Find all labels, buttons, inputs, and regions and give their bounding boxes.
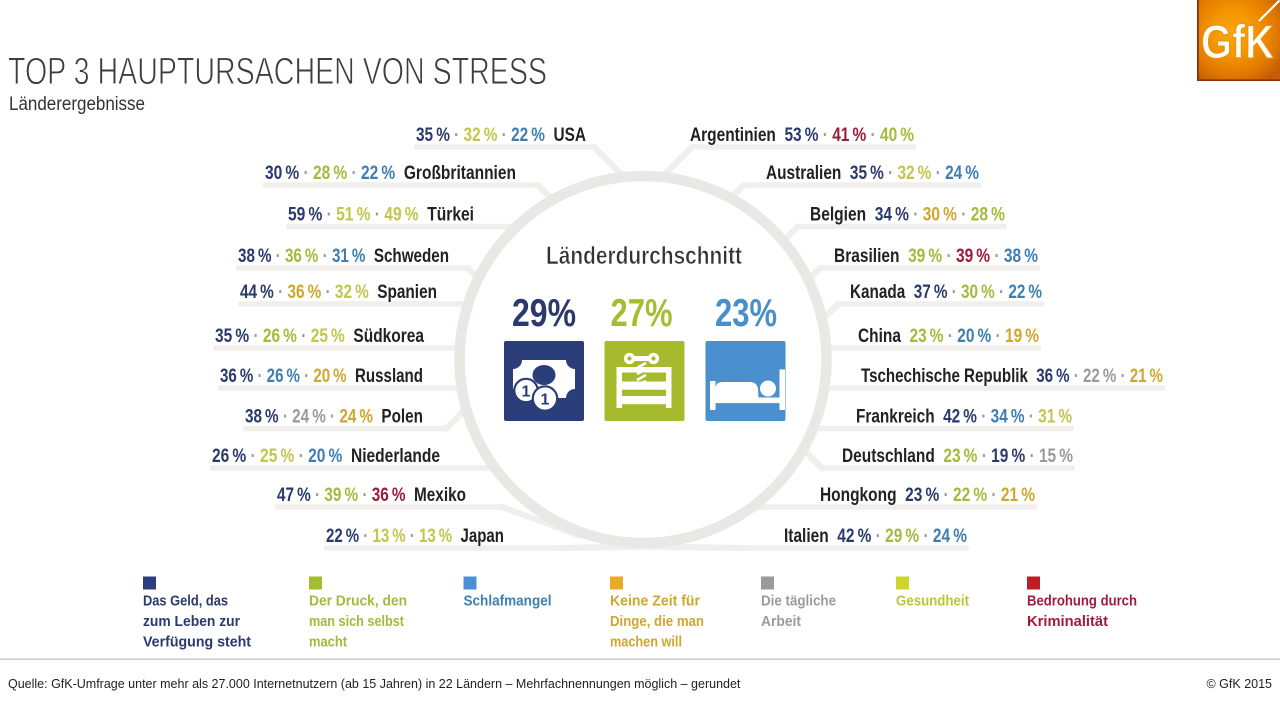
svg-text:Bedrohung durch: Bedrohung durch (1027, 594, 1137, 610)
svg-text:29%: 29% (512, 292, 576, 335)
svg-text:Quelle: GfK-Umfrage unter mehr: Quelle: GfK-Umfrage unter mehr als 27.00… (8, 677, 741, 691)
svg-text:Schlafmangel: Schlafmangel (464, 594, 552, 610)
svg-text:Kanada 37 % · 30 % · 22 %: Kanada 37 % · 30 % · 22 % (850, 282, 1042, 303)
svg-text:36 % · 26 % · 20 % Russland: 36 % · 26 % · 20 % Russland (220, 366, 423, 387)
svg-text:44 % · 36 % · 32 % Spanien: 44 % · 36 % · 32 % Spanien (240, 282, 437, 303)
svg-text:22 % · 13 % · 13 % Japan: 22 % · 13 % · 13 % Japan (326, 526, 504, 547)
svg-text:Frankreich 42 % · 34 % · 31 %: Frankreich 42 % · 34 % · 31 % (856, 406, 1072, 427)
svg-text:China 23 % · 20 % · 19 %: China 23 % · 20 % · 19 % (858, 326, 1039, 347)
svg-text:Keine Zeit für: Keine Zeit für (610, 594, 700, 610)
svg-text:27%: 27% (611, 292, 673, 335)
svg-text:man sich selbst: man sich selbst (309, 614, 404, 630)
svg-text:Brasilien 39 % · 39 % · 38 %: Brasilien 39 % · 39 % · 38 % (834, 246, 1038, 267)
svg-text:26 % · 25 % · 20 % Niederland: 26 % · 25 % · 20 % Niederlande (212, 446, 440, 467)
svg-text:35 % · 32 % · 22 % USA: 35 % · 32 % · 22 % USA (416, 125, 586, 146)
svg-text:Kriminalität: Kriminalität (1027, 614, 1108, 630)
svg-text:machen will: machen will (610, 634, 682, 650)
svg-text:Deutschland 23 % · 19 % · 15: Deutschland 23 % · 19 % · 15 % (842, 446, 1073, 467)
svg-text:Die tägliche: Die tägliche (761, 594, 836, 610)
svg-text:Australien 35 % · 32 % · 24 %: Australien 35 % · 32 % · 24 % (766, 163, 979, 184)
svg-text:© GfK 2015: © GfK 2015 (1207, 677, 1273, 691)
svg-text:GfK: GfK (1201, 15, 1274, 68)
svg-text:Dinge, die man: Dinge, die man (610, 614, 704, 630)
svg-text:Arbeit: Arbeit (761, 614, 801, 630)
svg-text:47 % · 39 % · 36 % Mexiko: 47 % · 39 % · 36 % Mexiko (277, 485, 466, 506)
svg-text:38 % · 24 % · 24 % Polen: 38 % · 24 % · 24 % Polen (245, 406, 423, 427)
svg-text:1: 1 (541, 392, 550, 409)
svg-text:Der Druck, den: Der Druck, den (309, 594, 407, 610)
svg-text:Das Geld, das: Das Geld, das (143, 594, 228, 610)
svg-text:Länderergebnisse: Länderergebnisse (9, 94, 145, 115)
svg-text:zum Leben zur: zum Leben zur (143, 614, 240, 630)
svg-text:38 % · 36 % · 31 % Schweden: 38 % · 36 % · 31 % Schweden (238, 246, 449, 267)
svg-text:Gesundheit: Gesundheit (896, 594, 969, 610)
svg-text:Verfügung steht: Verfügung steht (143, 634, 251, 650)
svg-text:23%: 23% (715, 292, 777, 335)
svg-text:35 % · 26 % · 25 % Südkorea: 35 % · 26 % · 25 % Südkorea (215, 326, 424, 347)
svg-text:Länderdurchschnitt: Länderdurchschnitt (546, 242, 743, 270)
svg-text:TOP 3 HAUPTURSACHEN VON STRESS: TOP 3 HAUPTURSACHEN VON STRESS (8, 51, 547, 93)
svg-text:Belgien 34 % · 30 % · 28 %: Belgien 34 % · 30 % · 28 % (810, 204, 1005, 225)
svg-text:59 % · 51 % · 49 % Türkei: 59 % · 51 % · 49 % Türkei (288, 204, 474, 225)
svg-text:30 % · 28 % · 22 % Großbritan: 30 % · 28 % · 22 % Großbritannien (265, 163, 516, 184)
svg-text:Argentinien 53 % · 41 % · 40: Argentinien 53 % · 41 % · 40 % (690, 125, 914, 146)
svg-text:Italien 42 % · 29 % · 24 %: Italien 42 % · 29 % · 24 % (784, 526, 967, 547)
svg-text:Tschechische Republik 36 % ·: Tschechische Republik 36 % · 22 % · 21 % (861, 366, 1163, 387)
svg-text:Hongkong 23 % · 22 % · 21 %: Hongkong 23 % · 22 % · 21 % (820, 485, 1035, 506)
svg-text:1: 1 (522, 384, 531, 401)
svg-text:macht: macht (309, 634, 347, 650)
